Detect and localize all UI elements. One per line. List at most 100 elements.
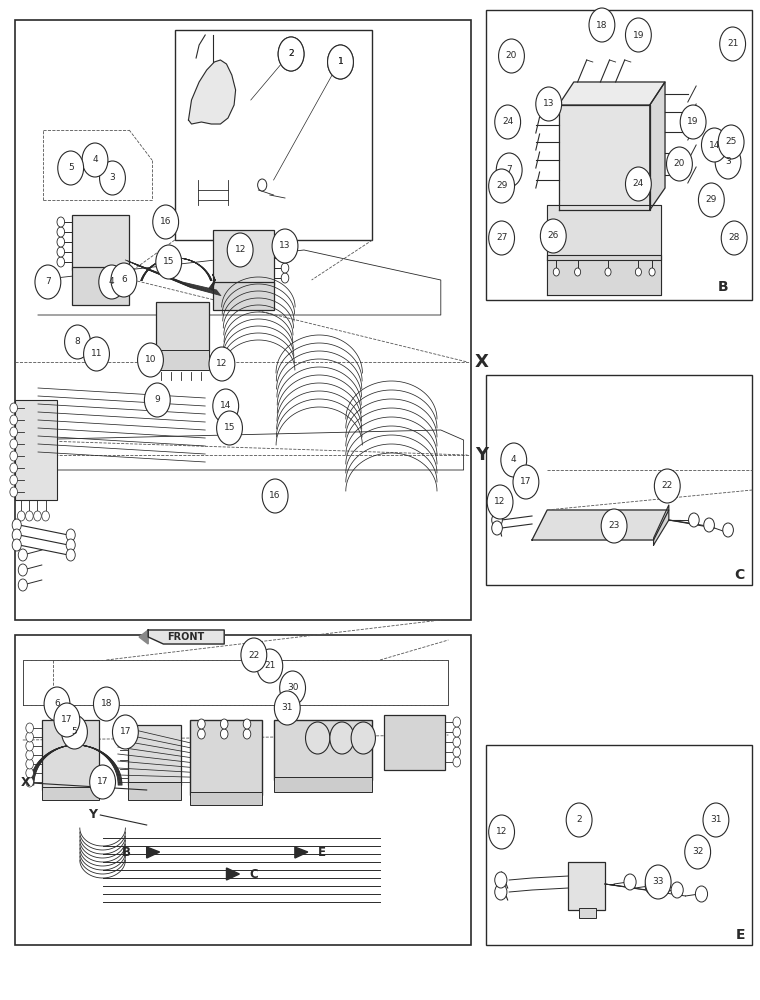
Bar xyxy=(72,215,129,270)
Circle shape xyxy=(57,257,65,267)
Circle shape xyxy=(695,886,708,902)
Circle shape xyxy=(111,263,137,297)
Circle shape xyxy=(351,722,375,754)
Circle shape xyxy=(536,87,562,121)
Text: 15: 15 xyxy=(163,257,175,266)
Polygon shape xyxy=(559,82,665,105)
Text: 2: 2 xyxy=(576,816,582,824)
Circle shape xyxy=(453,717,461,727)
Circle shape xyxy=(99,265,125,299)
Circle shape xyxy=(10,487,17,497)
Polygon shape xyxy=(226,868,239,880)
Text: 12: 12 xyxy=(235,245,245,254)
Text: E: E xyxy=(318,846,326,858)
Text: 18: 18 xyxy=(100,700,112,708)
Bar xyxy=(15,635,471,945)
Polygon shape xyxy=(532,510,669,540)
Circle shape xyxy=(281,243,289,253)
Polygon shape xyxy=(148,630,224,644)
Circle shape xyxy=(220,729,228,739)
Circle shape xyxy=(84,337,109,371)
Text: 2: 2 xyxy=(288,49,294,58)
Circle shape xyxy=(17,511,25,521)
Circle shape xyxy=(723,523,733,537)
Circle shape xyxy=(513,465,539,499)
Circle shape xyxy=(489,169,515,203)
Text: 12: 12 xyxy=(496,828,507,836)
Circle shape xyxy=(566,803,592,837)
Circle shape xyxy=(198,719,205,729)
Circle shape xyxy=(495,884,507,900)
Bar xyxy=(213,282,274,310)
Text: 3: 3 xyxy=(109,174,116,182)
Text: 14: 14 xyxy=(220,401,231,410)
Circle shape xyxy=(625,18,651,52)
Text: 21: 21 xyxy=(264,662,275,670)
Text: 20: 20 xyxy=(506,51,517,60)
Text: 28: 28 xyxy=(729,233,739,242)
Text: 2: 2 xyxy=(288,49,294,58)
Circle shape xyxy=(278,37,304,71)
Circle shape xyxy=(487,485,513,519)
Circle shape xyxy=(701,128,727,162)
Polygon shape xyxy=(23,660,448,705)
Circle shape xyxy=(112,715,138,749)
Text: X: X xyxy=(475,353,489,371)
Circle shape xyxy=(10,439,17,449)
Circle shape xyxy=(82,143,108,177)
Circle shape xyxy=(66,539,75,551)
Polygon shape xyxy=(654,505,669,545)
Bar xyxy=(274,777,372,792)
Bar xyxy=(213,230,274,285)
Circle shape xyxy=(26,759,33,769)
Circle shape xyxy=(12,529,21,541)
Text: 22: 22 xyxy=(662,482,673,490)
Circle shape xyxy=(18,564,27,576)
Circle shape xyxy=(258,179,267,191)
Circle shape xyxy=(138,343,163,377)
Text: 26: 26 xyxy=(548,232,559,240)
Polygon shape xyxy=(38,250,441,315)
Polygon shape xyxy=(188,60,236,124)
Text: 5: 5 xyxy=(68,163,74,172)
Circle shape xyxy=(496,153,522,187)
Circle shape xyxy=(262,479,288,513)
Circle shape xyxy=(12,539,21,551)
Polygon shape xyxy=(15,430,464,470)
Bar xyxy=(72,267,129,305)
Circle shape xyxy=(93,687,119,721)
Bar xyxy=(128,782,181,800)
Text: 17: 17 xyxy=(119,728,131,736)
Circle shape xyxy=(42,511,49,521)
Bar xyxy=(42,787,99,800)
Circle shape xyxy=(58,151,84,185)
Text: B: B xyxy=(717,280,728,294)
Circle shape xyxy=(721,221,747,255)
Circle shape xyxy=(62,715,87,749)
Text: 24: 24 xyxy=(633,180,644,188)
Text: 25: 25 xyxy=(726,137,736,146)
Bar xyxy=(486,745,752,945)
Circle shape xyxy=(274,691,300,725)
Circle shape xyxy=(718,125,744,159)
Bar xyxy=(486,10,752,300)
Text: 10: 10 xyxy=(144,356,157,364)
Circle shape xyxy=(156,245,182,279)
Circle shape xyxy=(281,253,289,263)
Circle shape xyxy=(671,882,683,898)
Circle shape xyxy=(12,519,21,531)
Text: 33: 33 xyxy=(652,878,664,886)
Circle shape xyxy=(453,757,461,767)
Circle shape xyxy=(10,403,17,413)
Circle shape xyxy=(65,325,90,359)
Bar xyxy=(175,30,372,240)
Circle shape xyxy=(575,268,581,276)
Circle shape xyxy=(328,45,353,79)
Text: 18: 18 xyxy=(596,20,608,29)
Bar xyxy=(190,720,262,795)
Text: 16: 16 xyxy=(269,491,281,500)
Text: 8: 8 xyxy=(74,338,81,347)
Circle shape xyxy=(227,233,253,267)
Circle shape xyxy=(330,722,354,754)
Text: 17: 17 xyxy=(61,716,73,724)
